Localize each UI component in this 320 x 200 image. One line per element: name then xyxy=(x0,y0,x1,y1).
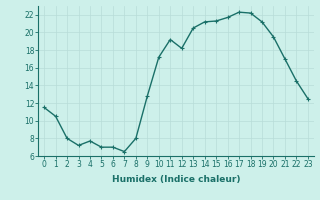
X-axis label: Humidex (Indice chaleur): Humidex (Indice chaleur) xyxy=(112,175,240,184)
